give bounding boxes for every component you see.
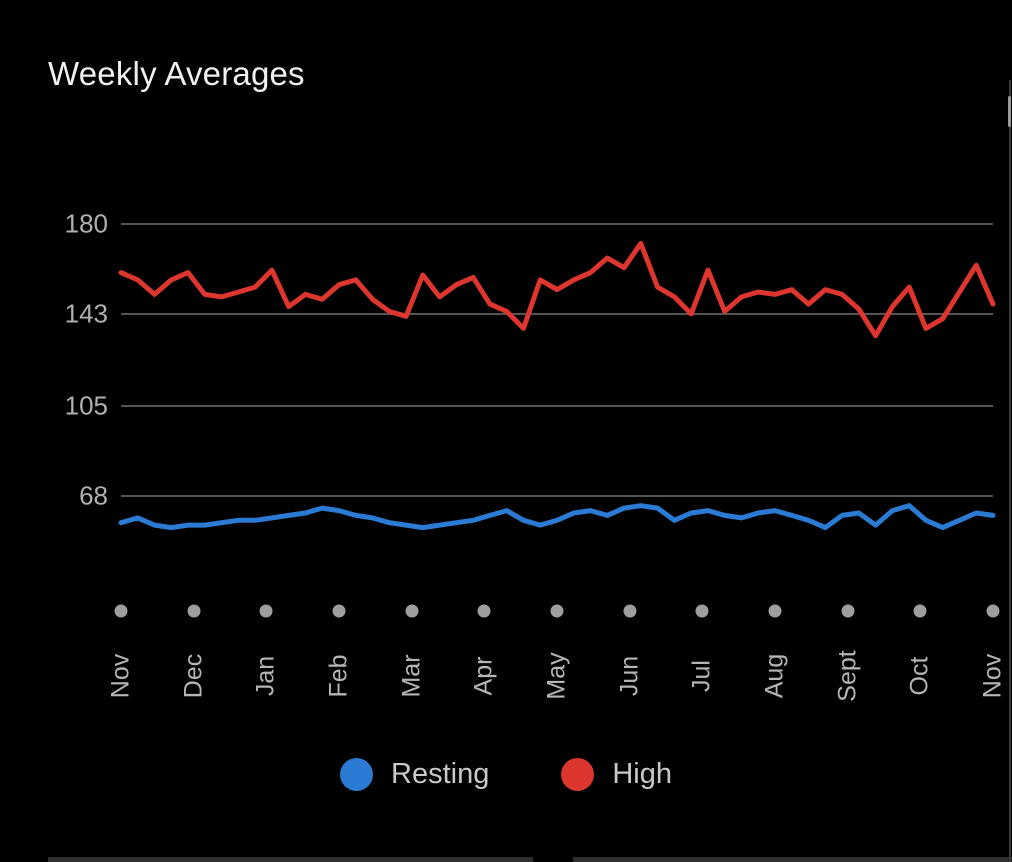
y-gridline: [121, 312, 993, 315]
x-tick-dot: [259, 604, 273, 618]
y-axis-label: 105: [64, 390, 108, 421]
y-gridline: [121, 495, 993, 497]
x-axis-label: Nov: [978, 653, 1007, 699]
x-tick-dot: [913, 604, 927, 618]
y-gridline: [121, 223, 993, 225]
x-tick-dot: [332, 604, 346, 618]
legend-label-resting: Resting: [391, 757, 490, 790]
x-axis-label: Apr: [469, 656, 498, 696]
x-axis-label: Jun: [615, 655, 644, 697]
page-title: Weekly Averages: [48, 55, 305, 92]
x-axis-label: Aug: [760, 653, 789, 699]
legend-label-high: High: [612, 757, 672, 790]
x-axis-label: Dec: [179, 653, 208, 699]
bottom-card-edge-right: [573, 857, 1012, 862]
legend-item-high[interactable]: High: [561, 757, 672, 791]
x-axis-label: Oct: [905, 656, 934, 696]
high-series-line: [118, 240, 996, 339]
x-tick-dot: [986, 604, 1000, 618]
x-tick-dot: [550, 604, 564, 618]
screen-right-edge: [1009, 80, 1011, 862]
x-tick-dot: [187, 604, 201, 618]
x-axis-label: Jul: [687, 660, 716, 692]
resting-series-line: [118, 503, 996, 531]
resting-swatch-icon: [340, 757, 373, 791]
x-tick-dot: [114, 604, 128, 618]
x-axis-label: Sept: [833, 650, 862, 702]
x-tick-dot: [477, 604, 491, 618]
x-axis-label: Mar: [397, 654, 426, 698]
x-axis-label: May: [542, 652, 571, 700]
x-tick-dot: [768, 604, 782, 618]
y-axis-label: 68: [79, 480, 108, 511]
legend-item-resting[interactable]: Resting: [340, 757, 490, 791]
x-tick-dot: [405, 604, 419, 618]
x-tick-dot: [841, 604, 855, 618]
high-swatch-icon: [561, 757, 595, 791]
y-gridline: [121, 405, 993, 408]
x-tick-dot: [695, 604, 709, 618]
x-tick-dot: [623, 604, 637, 618]
y-axis-label: 180: [64, 208, 108, 239]
bottom-card-edge-left: [48, 857, 533, 862]
y-axis-label: 143: [64, 298, 108, 329]
x-axis-label: Jan: [251, 655, 280, 697]
x-axis-label: Nov: [106, 653, 135, 699]
scrollbar-thumb[interactable]: [1008, 96, 1011, 127]
chart-legend: Resting High: [0, 746, 1012, 802]
x-axis-label: Feb: [324, 654, 353, 698]
